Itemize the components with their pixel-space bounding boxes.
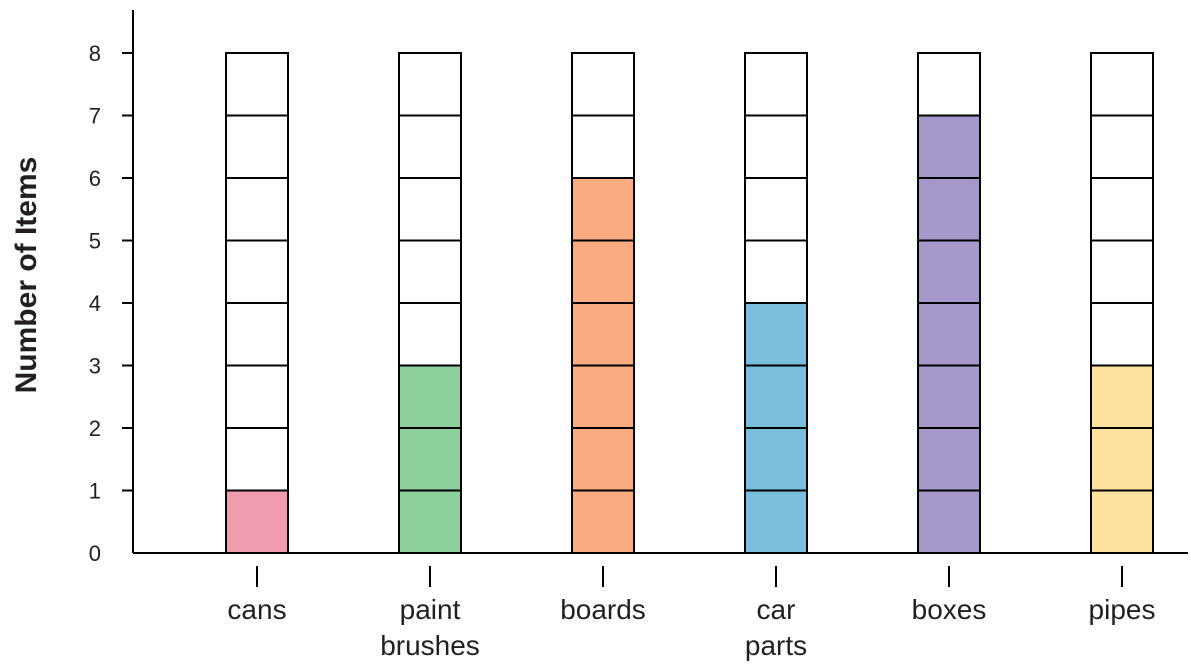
y-tick-label: 2 bbox=[89, 416, 101, 441]
y-tick-label: 4 bbox=[89, 291, 101, 316]
bar-cell-empty bbox=[225, 239, 289, 304]
x-tick-label-line: boxes bbox=[912, 594, 987, 625]
bar-cell-filled bbox=[1090, 427, 1154, 492]
bar-cells-layer bbox=[225, 52, 1154, 554]
bar-cell-empty bbox=[1090, 239, 1154, 304]
bar-cell-filled bbox=[744, 489, 808, 554]
bar-cell-filled bbox=[1090, 364, 1154, 429]
bar-cell-empty bbox=[225, 177, 289, 242]
bar-cell-filled bbox=[917, 427, 981, 492]
x-tick-label-line: paint bbox=[400, 594, 461, 625]
bar-cell-empty bbox=[571, 114, 635, 179]
x-tick-label-line: parts bbox=[745, 630, 807, 661]
y-tick-label: 1 bbox=[89, 479, 101, 504]
x-tick-label-line: pipes bbox=[1089, 594, 1156, 625]
bar-cell-filled bbox=[744, 302, 808, 367]
x-tick-label-line: boards bbox=[560, 594, 646, 625]
bar-cell-empty bbox=[1090, 114, 1154, 179]
bar-cell-empty bbox=[744, 239, 808, 304]
x-ticks-layer: cans paint brushes boards car parts boxes pipes bbox=[227, 566, 1155, 661]
y-tick-label: 6 bbox=[89, 166, 101, 191]
y-tick-label: 5 bbox=[89, 229, 101, 254]
bar-cell-empty bbox=[1090, 177, 1154, 242]
bar-cell-empty bbox=[225, 114, 289, 179]
x-tick-label: boxes bbox=[912, 594, 987, 625]
bar-cell-empty bbox=[398, 239, 462, 304]
y-axis-label: Number of Items bbox=[10, 157, 43, 394]
bar-cell-empty bbox=[744, 52, 808, 117]
x-tick-label-line: brushes bbox=[380, 630, 480, 661]
x-tick-label-line: cans bbox=[227, 594, 286, 625]
bar-cell-empty bbox=[744, 114, 808, 179]
y-tick-label: 8 bbox=[89, 41, 101, 66]
bar-cell-filled bbox=[571, 239, 635, 304]
y-tick-label: 0 bbox=[89, 541, 101, 566]
bar-cell-empty bbox=[398, 114, 462, 179]
bar-cell-empty bbox=[1090, 302, 1154, 367]
bar-cell-filled bbox=[744, 364, 808, 429]
x-tick-label: pipes bbox=[1089, 594, 1156, 625]
x-tick-label: car parts bbox=[745, 594, 807, 661]
bar-cell-empty bbox=[744, 177, 808, 242]
x-tick-label: cans bbox=[227, 594, 286, 625]
bar-cell-empty bbox=[225, 302, 289, 367]
bar-cell-empty bbox=[917, 52, 981, 117]
x-tick-label: boards bbox=[560, 594, 646, 625]
y-tick-label: 7 bbox=[89, 104, 101, 129]
bar-cell-filled bbox=[1090, 489, 1154, 554]
x-tick-label-line: car bbox=[757, 594, 796, 625]
bar-cell-filled bbox=[917, 364, 981, 429]
y-ticks-layer: 0 1 2 3 4 5 6 7 8 bbox=[89, 41, 133, 566]
bar-cell-filled bbox=[571, 489, 635, 554]
bar-cell-filled bbox=[225, 489, 289, 554]
bar-cell-filled bbox=[571, 364, 635, 429]
bar-cell-filled bbox=[744, 427, 808, 492]
y-tick-label: 3 bbox=[89, 354, 101, 379]
bar-cell-filled bbox=[571, 427, 635, 492]
bar-cell-empty bbox=[225, 364, 289, 429]
bar-cell-filled bbox=[917, 114, 981, 179]
bar-cell-filled bbox=[917, 302, 981, 367]
bar-cell-filled bbox=[398, 364, 462, 429]
bar-cell-filled bbox=[571, 177, 635, 242]
bar-cell-empty bbox=[225, 427, 289, 492]
bar-cell-filled bbox=[398, 489, 462, 554]
bar-cell-empty bbox=[1090, 52, 1154, 117]
bar-cell-filled bbox=[917, 239, 981, 304]
x-tick-label: paint brushes bbox=[380, 594, 480, 661]
bar-cell-filled bbox=[917, 177, 981, 242]
bar-cell-empty bbox=[398, 177, 462, 242]
bar-cell-empty bbox=[225, 52, 289, 117]
bar-cell-filled bbox=[398, 427, 462, 492]
bar-cell-empty bbox=[398, 302, 462, 367]
bar-cell-empty bbox=[571, 52, 635, 117]
bar-cell-filled bbox=[917, 489, 981, 554]
bar-cell-filled bbox=[571, 302, 635, 367]
bar-cell-empty bbox=[398, 52, 462, 117]
